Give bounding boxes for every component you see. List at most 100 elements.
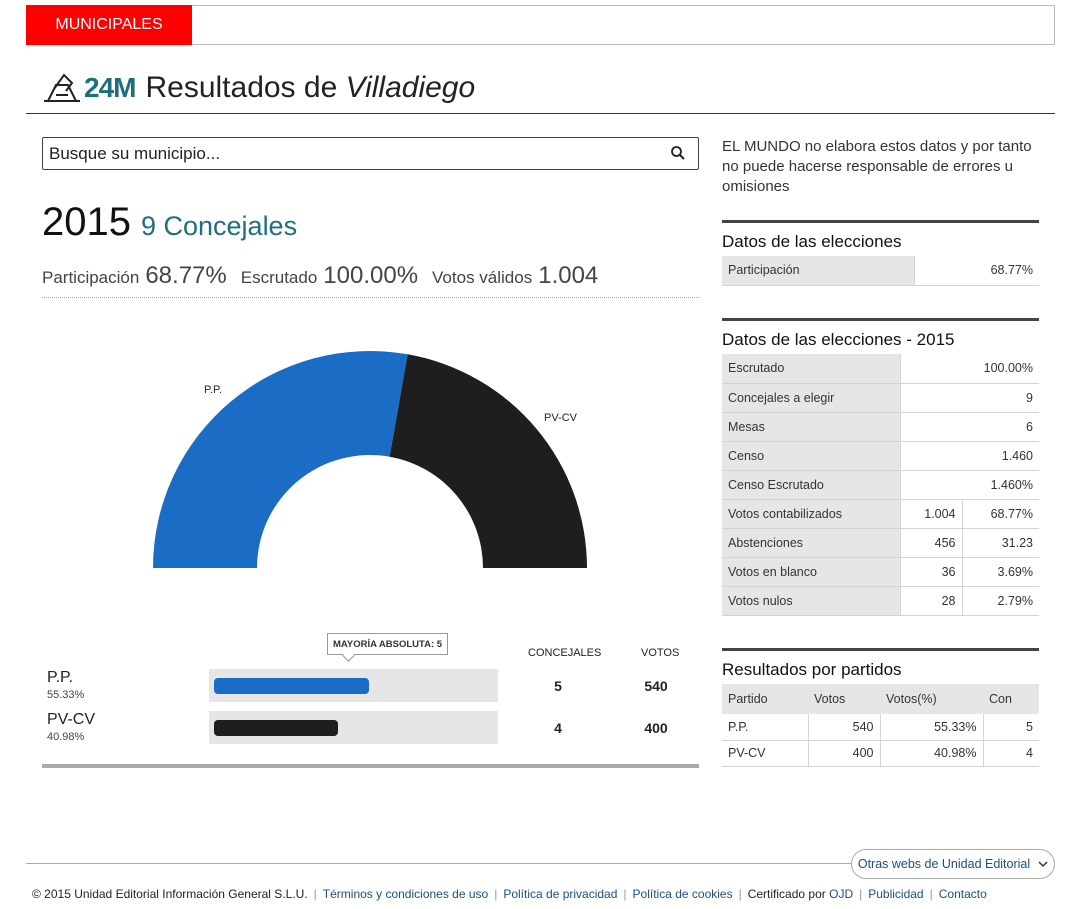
row-label: Votos contabilizados (722, 499, 900, 529)
chart-label-pvcv: PV-CV (544, 412, 578, 424)
row-label: Mesas (722, 412, 900, 442)
row-label: Censo (722, 441, 900, 471)
row-value: 1.460% (899, 470, 1039, 500)
chevron-down-icon (1038, 861, 1048, 868)
datos-table: Participación 68.77% (722, 256, 1039, 286)
table-row: Participación 68.77% (722, 256, 1039, 286)
row-value: 6 (899, 412, 1039, 442)
contacto-link[interactable]: Contacto (938, 887, 987, 901)
ballot-box-icon (44, 73, 80, 102)
party-bar-track (209, 711, 498, 744)
party-votos: 400 (644, 720, 668, 736)
otras-webs-label: Otras webs de Unidad Editorial (857, 857, 1031, 871)
table-row: P.P. 540 55.33% 5 (722, 714, 1039, 741)
row-value: 1.004 (899, 499, 962, 529)
search-icon[interactable] (670, 145, 686, 161)
row-value: 68.77% (913, 256, 1039, 286)
footer-links: © 2015 Unidad Editorial Información Gene… (32, 887, 987, 901)
tab-municipales[interactable]: MUNICIPALES (26, 5, 192, 45)
table-row: Votos nulos 28 2.79% (722, 586, 1039, 616)
cell-votos: 540 (807, 714, 880, 741)
party-concejales: 4 (554, 720, 562, 736)
row-label: Participación (722, 256, 914, 286)
chart-label-pp: P.P. (204, 384, 222, 396)
row-label: Votos en blanco (722, 557, 900, 587)
concejales-count: 9 Concejales (140, 211, 298, 241)
resultados-table: Partido Votos Votos(%) Con P.P. 540 55.3… (722, 684, 1039, 767)
participacion-label: Participación (42, 268, 140, 287)
row-value-secondary: 2.79% (961, 586, 1039, 616)
row-value: 456 (899, 528, 962, 558)
votos-validos-label: Votos válidos (432, 268, 533, 287)
cell-con: 5 (982, 714, 1039, 741)
party-bar (214, 678, 369, 694)
ojd-link[interactable]: OJD (829, 887, 854, 901)
row-label: Censo Escrutado (722, 470, 900, 500)
votos-validos-value: 1.004 (538, 262, 599, 289)
terminos-link[interactable]: Términos y condiciones de uso (322, 887, 489, 901)
row-label: Abstenciones (722, 528, 900, 558)
header-votos-pct: Votos(%) (880, 684, 983, 714)
panel-title: Datos de las elecciones - 2015 (722, 318, 1039, 354)
publicidad-link[interactable]: Publicidad (868, 887, 924, 901)
panel-title: Resultados por partidos (722, 648, 1039, 684)
party-bar-track (209, 669, 498, 702)
col-head-votos: VOTOS (641, 647, 680, 659)
cell-partido: PV-CV (722, 740, 808, 767)
table-row: Censo Escrutado 1.460% (722, 470, 1039, 500)
table-row: Escrutado 100.00% (722, 354, 1039, 384)
cell-votos-pct: 55.33% (879, 714, 983, 741)
cell-con: 4 (982, 740, 1039, 767)
party-concejales: 5 (554, 678, 562, 694)
cell-votos-pct: 40.98% (879, 740, 983, 767)
table-header-row: Partido Votos Votos(%) Con (722, 684, 1039, 714)
cookies-link[interactable]: Política de cookies (632, 887, 733, 901)
party-row-pvcv: PV-CV 40.98% 4 400 (42, 711, 699, 747)
party-row-pp: P.P. 55.33% 5 540 (42, 669, 699, 705)
table-row: Concejales a elegir 9 (722, 383, 1039, 413)
results-bottom-rule (42, 764, 699, 768)
escrutado-value: 100.00% (323, 262, 419, 289)
party-bar (214, 720, 338, 736)
brand-24m: 24M (84, 72, 136, 103)
search-input[interactable] (43, 138, 653, 169)
mayoria-absoluta-tooltip: MAYORÍA ABSOLUTA: 5 (327, 633, 449, 655)
dotted-divider (42, 297, 699, 298)
col-head-concejales: CONCEJALES (528, 647, 602, 659)
row-value-secondary: 31.23 (961, 528, 1039, 558)
top-bar: MUNICIPALES (26, 5, 1055, 45)
page-header: 24M Resultados de Villadiego (42, 68, 475, 108)
otras-webs-dropdown[interactable]: Otras webs de Unidad Editorial (851, 849, 1055, 879)
row-label: Escrutado (722, 354, 900, 384)
table-row: Censo 1.460 (722, 441, 1039, 471)
row-label: Votos nulos (722, 586, 900, 616)
election-summary: 2015 9 Concejales (42, 200, 297, 245)
hemicycle-chart (153, 351, 587, 568)
row-value: 28 (899, 586, 962, 616)
header-votos: Votos (808, 684, 880, 714)
datos-2015-table: Escrutado 100.00% Concejales a elegir 9 Mesa… (722, 354, 1039, 616)
privacidad-link[interactable]: Política de privacidad (503, 887, 618, 901)
copyright-text: © 2015 Unidad Editorial Información Gene… (32, 887, 308, 901)
panel-resultados-partidos: Resultados por partidos Partido Votos Vo… (722, 648, 1039, 767)
row-value: 100.00% (899, 354, 1039, 384)
table-row: Abstenciones 456 31.23 (722, 528, 1039, 558)
election-year: 2015 (42, 200, 131, 244)
table-row: Mesas 6 (722, 412, 1039, 442)
party-votos: 540 (644, 678, 668, 694)
row-label: Concejales a elegir (722, 383, 900, 413)
page-title: Resultados de Villadiego (145, 71, 476, 104)
table-row: Votos en blanco 36 3.69% (722, 557, 1039, 587)
row-value-secondary: 3.69% (961, 557, 1039, 587)
header-con: Con (983, 684, 1039, 714)
panel-datos-2015: Datos de las elecciones - 2015 Escrutado… (722, 318, 1039, 616)
table-row: PV-CV 400 40.98% 4 (722, 740, 1039, 767)
table-row: Votos contabilizados 1.004 68.77% (722, 499, 1039, 529)
row-value: 1.460 (899, 441, 1039, 471)
row-value-secondary: 68.77% (961, 499, 1039, 529)
hemicycle-slice-pvcv (389, 354, 587, 568)
escrutado-label: Escrutado (240, 268, 318, 287)
row-value: 9 (899, 383, 1039, 413)
hemicycle-slice-pp (153, 351, 408, 568)
row-value: 36 (899, 557, 962, 587)
